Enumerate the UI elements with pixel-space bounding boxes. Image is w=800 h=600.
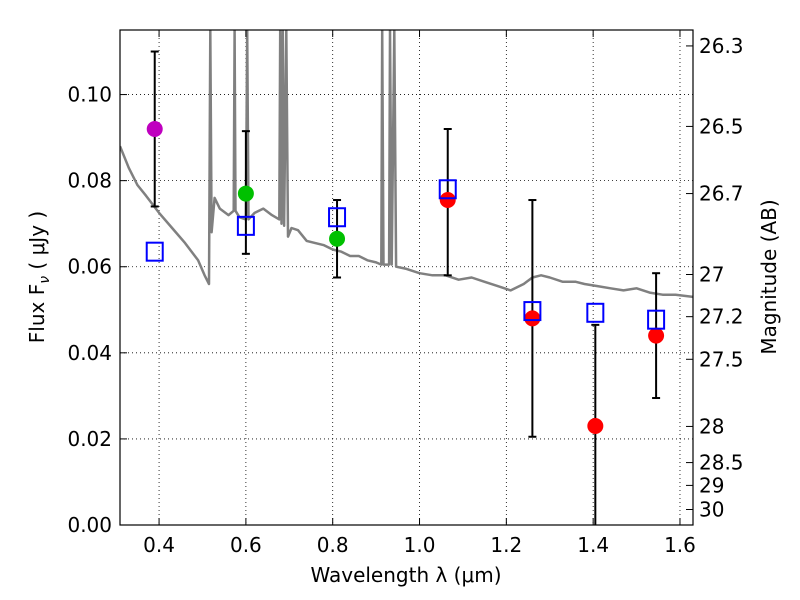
y2-tick-label: 27 — [699, 262, 724, 286]
x-tick-label: 0.4 — [143, 533, 175, 557]
y-tick-label: 0.08 — [67, 169, 112, 193]
model-point — [586, 302, 605, 323]
ticks — [120, 30, 693, 526]
x-axis-label: Wavelength λ (μm) — [310, 563, 501, 587]
model-point — [438, 179, 457, 200]
y2-tick-label: 27.2 — [699, 305, 744, 329]
observed-point — [524, 310, 541, 327]
y-tick-labels: 0.00 0.02 0.04 0.06 0.08 0.10 — [67, 83, 112, 537]
model-point — [328, 207, 347, 228]
observed-points-layer — [146, 121, 665, 434]
y2-tick-label: 30 — [699, 498, 724, 522]
model-point — [523, 301, 542, 322]
plot-frame — [119, 29, 694, 526]
y-tick-label: 0.04 — [67, 341, 112, 365]
y2-tick-label: 29 — [699, 473, 724, 497]
y2-tick-label: 26.3 — [699, 34, 744, 58]
x-tick-label: 1.6 — [664, 533, 696, 557]
x-tick-labels: 0.4 0.6 0.8 1.0 1.2 1.4 1.6 — [143, 533, 696, 557]
x-tick-label: 1.4 — [577, 533, 609, 557]
model-point — [647, 309, 666, 330]
observed-point — [237, 185, 254, 202]
y2-axis-label: Magnitude (AB) — [757, 199, 781, 354]
y2-tick-label: 28.5 — [699, 451, 744, 475]
y2-tick-label: 27.5 — [699, 347, 744, 371]
observed-point — [648, 327, 665, 344]
y2-tick-label: 28 — [699, 414, 724, 438]
y-axis-label-units: ( μJy ) — [25, 211, 49, 276]
observed-point — [439, 192, 456, 209]
observed-point — [146, 121, 163, 137]
x-tick-label: 0.8 — [317, 533, 349, 557]
model-spectrum-layer — [120, 30, 693, 299]
grid — [120, 30, 693, 525]
y-tick-label: 0.06 — [67, 255, 112, 279]
observed-point — [587, 418, 604, 434]
y-tick-label: 0.00 — [67, 513, 112, 537]
model-point — [236, 215, 255, 236]
x-tick-label: 1.2 — [490, 533, 522, 557]
y-axis-label: Flux Fν ( μJy ) — [25, 211, 53, 343]
y-tick-label: 0.02 — [67, 427, 112, 451]
y2-tick-label: 26.5 — [699, 114, 744, 138]
model-point — [145, 241, 164, 262]
y-tick-label: 0.10 — [67, 83, 112, 107]
observed-point — [329, 230, 346, 247]
y-axis-label-subscript: ν — [37, 276, 53, 284]
errorbar-layer — [150, 50, 661, 525]
model-points-layer — [145, 179, 666, 330]
x-tick-label: 0.6 — [230, 533, 262, 557]
y2-tick-label: 26.7 — [699, 182, 744, 206]
x-tick-label: 1.0 — [404, 533, 436, 557]
model-spectrum-line — [120, 30, 693, 299]
y-axis-label-main: Flux F — [25, 284, 49, 343]
